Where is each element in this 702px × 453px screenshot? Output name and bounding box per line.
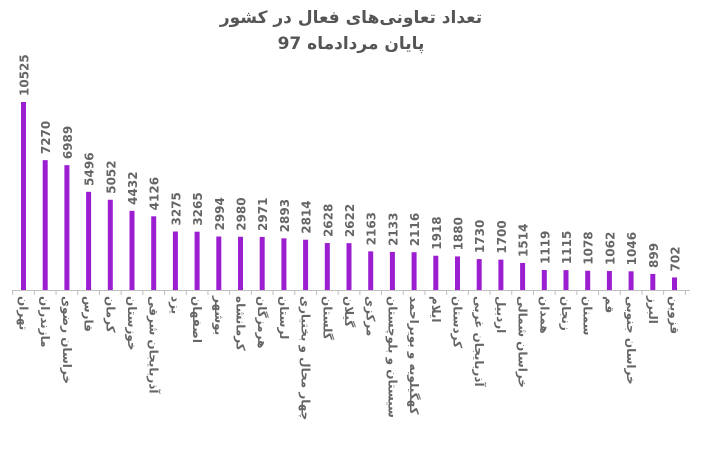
data-label: 2980	[235, 197, 249, 230]
bar	[194, 231, 200, 290]
data-label: 2814	[300, 200, 314, 233]
category-label: ایلام	[428, 296, 443, 323]
category-label: خراسان شمالی	[516, 296, 530, 388]
category-label: فارس	[82, 296, 96, 332]
bar	[520, 262, 526, 290]
data-label: 1514	[517, 224, 531, 257]
category-label: مرکزی	[364, 296, 378, 336]
bar	[650, 273, 656, 290]
data-label: 5052	[104, 160, 118, 193]
data-label: 6989	[61, 126, 75, 159]
bar	[433, 255, 439, 290]
bar	[389, 251, 395, 290]
bar	[42, 160, 48, 290]
data-label: 2163	[365, 212, 379, 245]
category-label: قزوین	[667, 296, 682, 334]
category-label: گیلان	[342, 296, 356, 327]
category-label: اصفهان	[190, 296, 204, 343]
bar	[107, 199, 113, 290]
category-label: کردستان	[451, 296, 465, 348]
data-label: 2133	[386, 212, 400, 245]
bar	[303, 239, 309, 290]
data-label: 2628	[321, 204, 335, 237]
category-label: سیستان و بلوچستان	[384, 296, 399, 418]
bar	[585, 270, 591, 290]
data-label: 1119	[538, 231, 552, 264]
category-label: زنجان	[559, 296, 573, 331]
data-label: 2893	[278, 199, 292, 232]
category-label: اردبیل	[494, 296, 508, 333]
category-label: مازندران	[38, 296, 52, 348]
data-label: 1078	[582, 231, 596, 264]
bar	[238, 236, 243, 290]
bar	[216, 236, 222, 290]
bar	[324, 243, 330, 290]
data-label: 3275	[169, 192, 183, 225]
data-label: 2994	[213, 197, 227, 230]
category-label: خراسان جنوبی	[623, 296, 638, 385]
category-label: کرمان	[103, 296, 117, 333]
category-label: کرمانشاه	[234, 296, 248, 351]
data-label: 10525	[18, 54, 32, 96]
data-label: 899	[647, 243, 661, 268]
bar	[476, 259, 482, 290]
data-label: 2116	[408, 213, 422, 246]
data-label: 1730	[473, 220, 487, 253]
category-label: البرز	[646, 295, 660, 324]
bar	[455, 256, 460, 290]
category-label: همدان	[537, 296, 551, 334]
data-label: 1700	[495, 220, 509, 253]
bar	[498, 259, 504, 290]
category-label: سمنان	[581, 296, 595, 336]
data-label: 702	[669, 246, 683, 271]
category-label: لرستان	[277, 296, 291, 339]
data-label: 5496	[83, 152, 97, 185]
data-label: 1062	[603, 232, 617, 265]
data-label: 7270	[39, 121, 53, 154]
category-label: آذربایجان شرقی	[147, 296, 162, 394]
bar	[281, 238, 287, 290]
bar	[606, 271, 612, 290]
category-label: تهران	[17, 296, 31, 330]
bar	[368, 251, 374, 290]
category-label: کهگیلویه و بویراحمد	[406, 296, 421, 415]
data-label: 1880	[452, 217, 466, 250]
bar	[172, 231, 178, 290]
data-label: 2622	[343, 204, 357, 237]
chart-title: تعداد تعاونی‌های فعال در کشور	[219, 8, 483, 28]
category-label: آذربایجان غربی	[472, 296, 487, 387]
bar	[21, 102, 26, 290]
chart-subtitle: پایان مردادماه 97	[277, 34, 425, 54]
data-label: 1046	[625, 232, 639, 265]
bar	[259, 236, 265, 290]
bar	[86, 191, 92, 290]
bar	[672, 277, 677, 290]
bar	[64, 165, 70, 290]
data-label: 2971	[256, 198, 270, 231]
category-label: خراسان رضوی	[59, 296, 74, 384]
data-label: 3265	[191, 192, 205, 225]
bar	[541, 270, 547, 290]
category-label: خوزستان	[124, 296, 139, 351]
bar	[411, 252, 417, 290]
category-label: یزد	[168, 296, 182, 314]
bar	[129, 210, 135, 290]
data-label: 4432	[126, 171, 140, 204]
category-label: هرمزگان	[255, 296, 269, 348]
data-label: 1115	[560, 231, 574, 264]
bar	[563, 270, 569, 290]
bar	[346, 243, 352, 290]
category-label: چهار محال و بختیاری	[298, 296, 313, 420]
bar	[628, 271, 634, 290]
data-label: 4126	[148, 177, 162, 210]
category-label: گلستان	[320, 296, 334, 340]
category-label: بوشهر	[211, 295, 226, 335]
bar	[151, 216, 157, 290]
category-label: قم	[602, 296, 616, 313]
data-label: 1918	[430, 216, 444, 249]
